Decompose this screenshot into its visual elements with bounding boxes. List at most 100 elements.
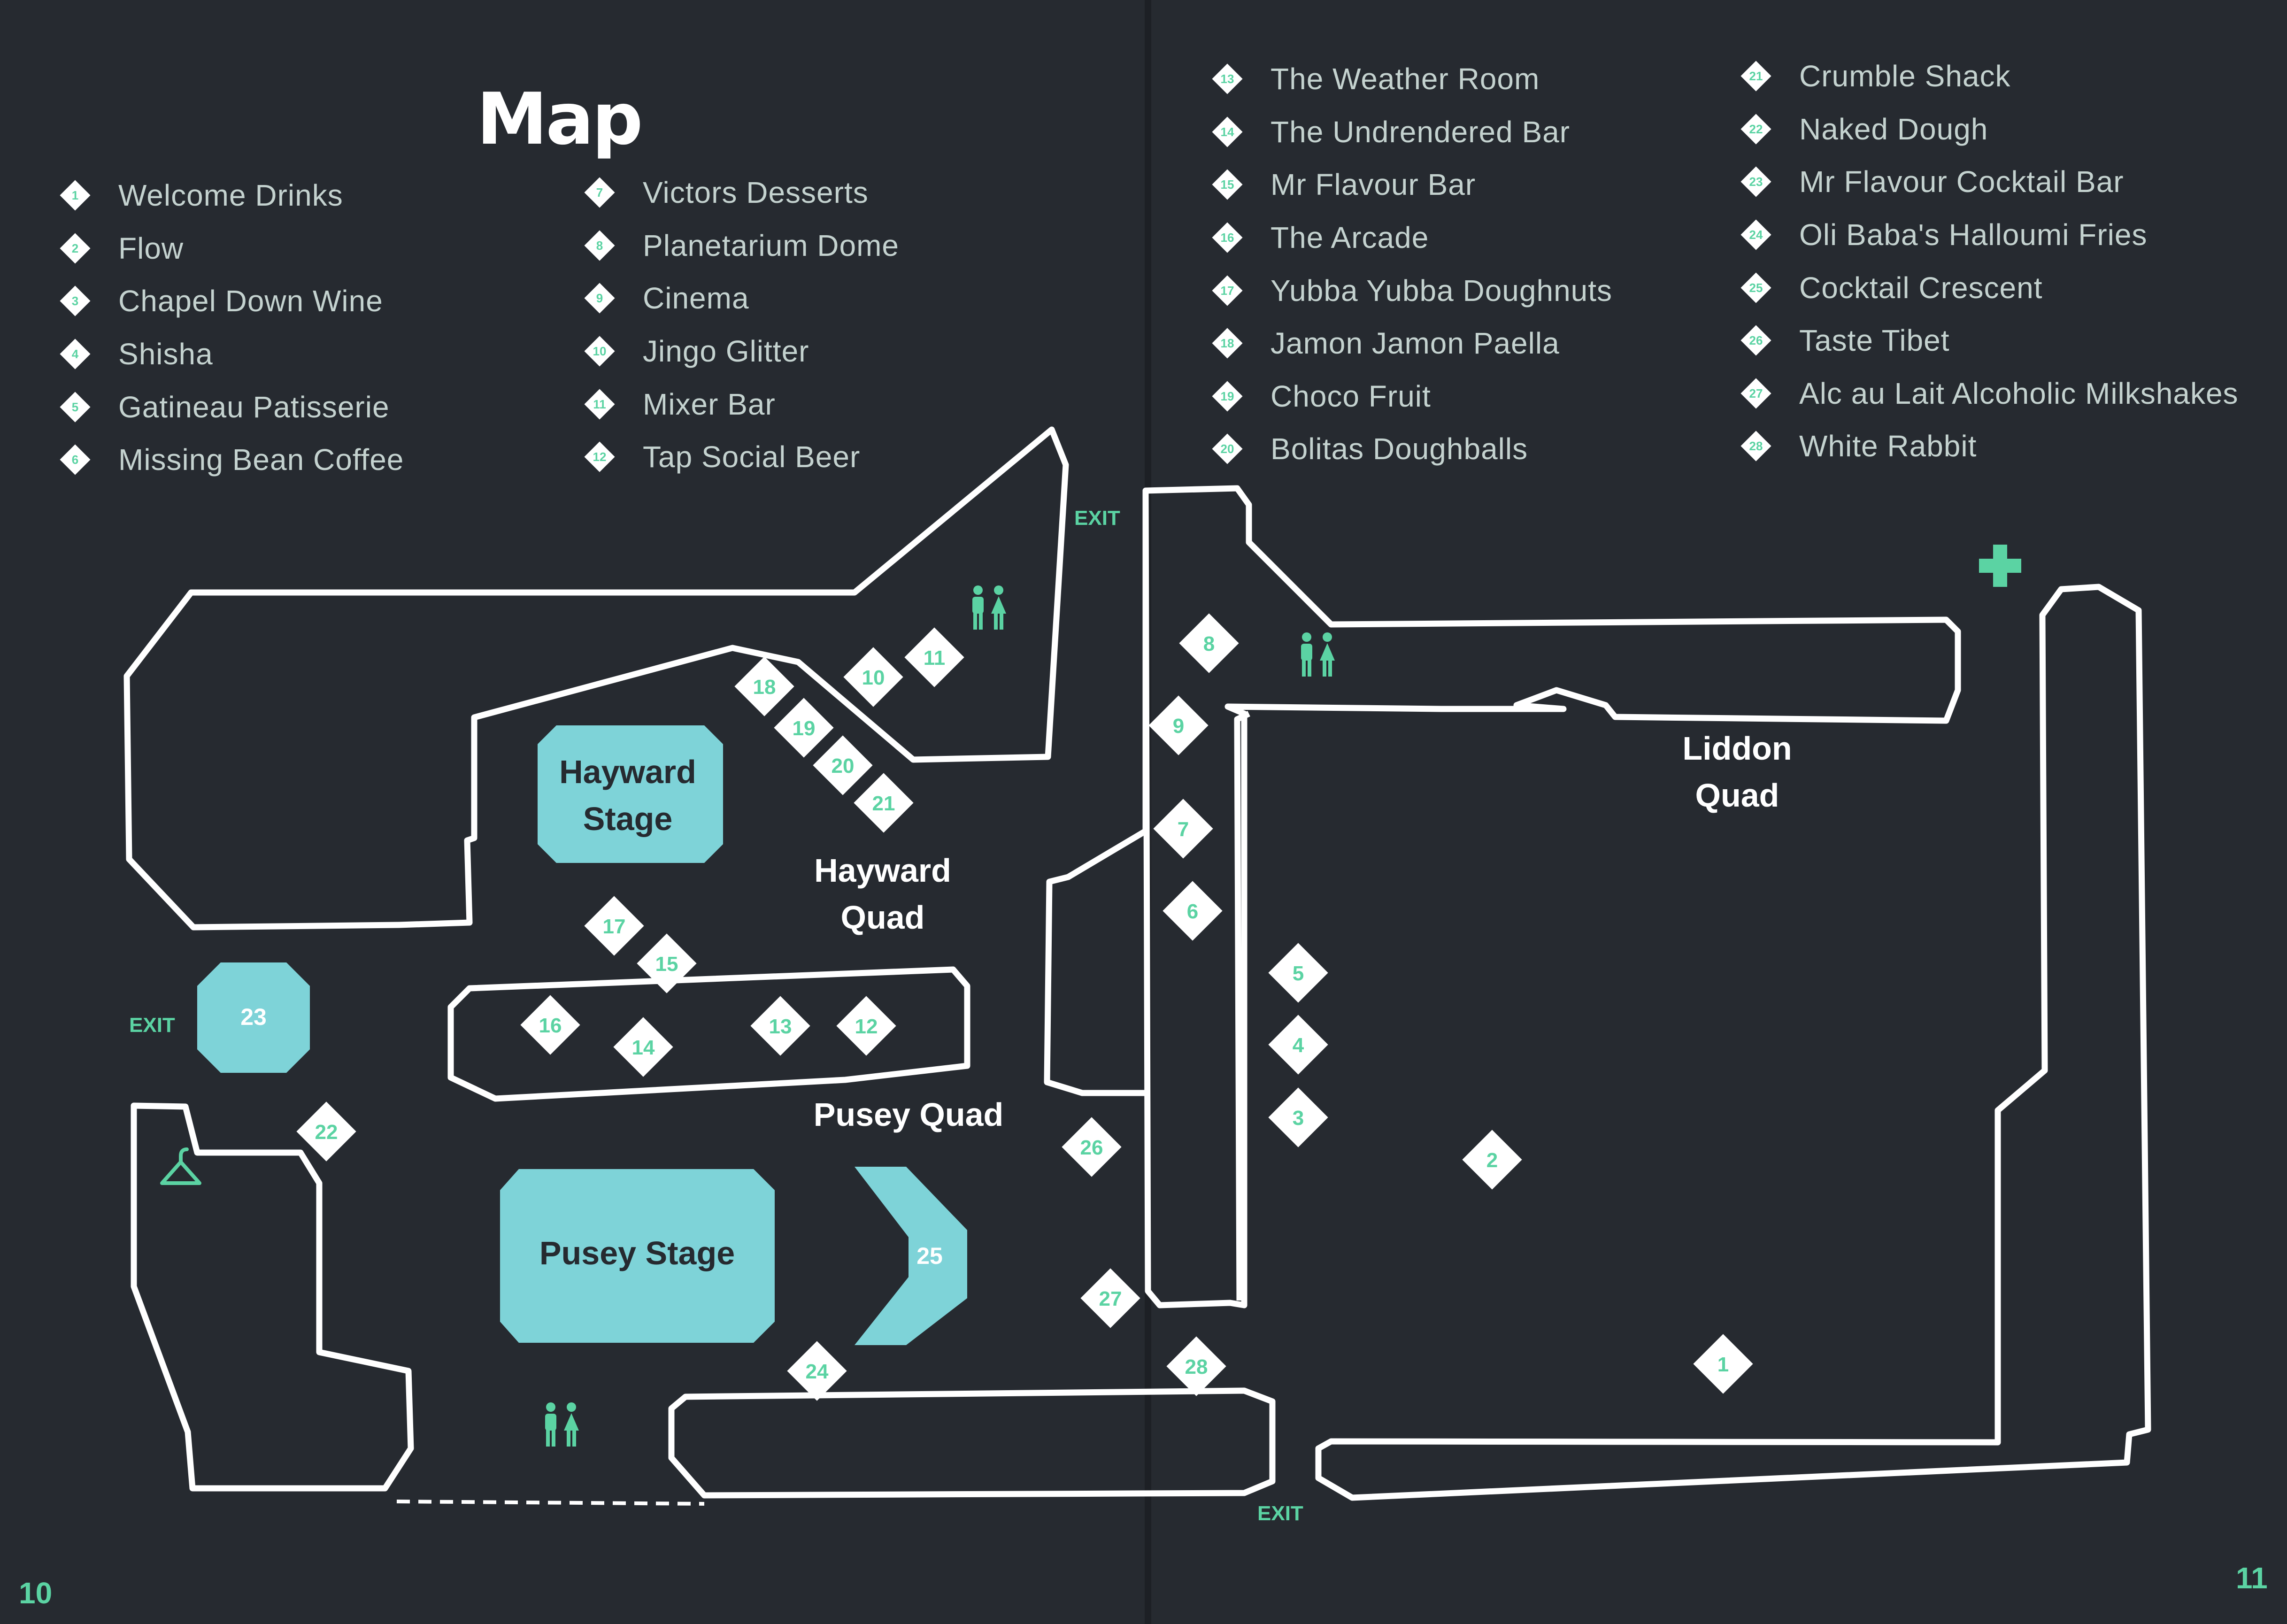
legend-number: 20 [1220, 442, 1234, 456]
stage-hayward-label-2: Stage [583, 800, 673, 837]
map-markers: 1234567891011121314151617181920212224262… [296, 613, 1753, 1401]
map-marker-diamond [1693, 1334, 1753, 1394]
legend-number: 28 [1749, 439, 1763, 454]
map-marker-number: 17 [603, 915, 626, 938]
legend-number-badge: 11 [584, 388, 616, 420]
map-marker-diamond [296, 1101, 356, 1162]
exit-labels: EXIT EXIT EXIT [129, 507, 1303, 1525]
map-marker-number: 26 [1080, 1136, 1103, 1159]
map-marker-diamond [1462, 1130, 1522, 1190]
legend-item: 14 The Undrendered Bar [1211, 106, 1612, 159]
legend-number: 14 [1220, 124, 1234, 139]
legend-number: 9 [596, 291, 603, 306]
legend-number-badge: 13 [1211, 63, 1243, 95]
map-marker-diamond [734, 656, 794, 716]
map-marker-diamond [904, 627, 964, 687]
legend-number-badge: 26 [1740, 324, 1772, 356]
legend-column: 21 Crumble Shack 22 Naked Dough 23 Mr Flavour… [1740, 50, 2239, 473]
pusey-quad-label: Pusey Quad [814, 1096, 1004, 1133]
map-marker-diamond [520, 995, 580, 1055]
exit-label: EXIT [129, 1014, 175, 1037]
exit-label: EXIT [1074, 507, 1120, 530]
legend-number: 4 [71, 347, 79, 362]
legend-number-badge: 12 [584, 441, 616, 473]
legend-label: Naked Dough [1799, 112, 1988, 146]
building-outline [668, 1387, 1276, 1499]
legend-item: 24 Oli Baba's Halloumi Fries [1740, 208, 2239, 262]
map-marker: 13 [750, 996, 810, 1056]
legend-number: 27 [1749, 386, 1763, 400]
map-marker: 20 [813, 735, 873, 795]
map-marker: 4 [1268, 1015, 1328, 1075]
map-marker: 15 [637, 933, 697, 993]
legend-number-badge: 23 [1740, 166, 1772, 198]
hayward-quad-label-1: Hayward [814, 852, 951, 889]
map-marker: 16 [520, 995, 580, 1055]
map-marker: 5 [1268, 943, 1328, 1003]
legend-label: Shisha [118, 337, 213, 371]
legend-label: White Rabbit [1799, 429, 1977, 463]
stage-25 [855, 1167, 967, 1345]
map-marker-number: 1 [1717, 1353, 1729, 1376]
map-marker-diamond [836, 996, 896, 1056]
legend-item: 1 Welcome Drinks [59, 169, 404, 222]
map-marker-number: 19 [793, 717, 816, 740]
exit-label: EXIT [1257, 1502, 1303, 1525]
legend-number: 8 [596, 238, 603, 253]
cloakroom-icon [160, 1147, 201, 1185]
legend-item: 12 Tap Social Beer [584, 431, 899, 484]
legend-item: 8 Planetarium Dome [584, 219, 899, 272]
legend-number: 10 [593, 344, 607, 359]
legend-item: 10 Jingo Glitter [584, 325, 899, 378]
legend-label: Gatineau Patisserie [118, 390, 390, 424]
map-marker-diamond [613, 1017, 673, 1077]
building-outline [1234, 711, 1250, 1301]
map-marker: 2 [1462, 1130, 1522, 1190]
map-marker-diamond [1080, 1268, 1140, 1328]
legend-number-badge: 28 [1740, 430, 1772, 462]
legend-label: Cinema [643, 281, 749, 316]
map-marker-diamond [584, 896, 644, 956]
legend-number: 12 [593, 450, 607, 464]
map-marker-diamond [1268, 943, 1328, 1003]
map-marker-number: 21 [872, 792, 895, 815]
legend-item: 25 Cocktail Crescent [1740, 261, 2239, 314]
legend-item: 17 Yubba Yubba Doughnuts [1211, 264, 1612, 317]
map-marker-number: 13 [769, 1015, 792, 1038]
legend-number-badge: 1 [59, 179, 91, 211]
legend-item: 26 Taste Tibet [1740, 314, 2239, 367]
legend-number-badge: 27 [1740, 377, 1772, 409]
quad-labels: Hayward Quad Pusey Quad Liddon Quad [814, 730, 1792, 1133]
legend-item: 16 The Arcade [1211, 211, 1612, 264]
legend-number: 25 [1749, 280, 1763, 295]
map-marker-number: 11 [924, 647, 946, 670]
legend-item: 11 Mixer Bar [584, 377, 899, 431]
page-title: Map [477, 77, 643, 161]
legend-number: 13 [1220, 72, 1234, 86]
stage-hayward-label-1: Hayward [559, 754, 696, 790]
legend-label: Yubba Yubba Doughnuts [1271, 273, 1613, 308]
legend-number-badge: 5 [59, 391, 91, 423]
legend-number-badge: 22 [1740, 113, 1772, 145]
map-marker-diamond [843, 647, 903, 707]
map-marker: 10 [843, 647, 903, 707]
map-marker-number: 28 [1185, 1355, 1208, 1378]
legend-number-badge: 3 [59, 285, 91, 317]
legend-number: 6 [71, 453, 79, 467]
building-outline [1142, 485, 1961, 1308]
legend-label: Welcome Drinks [118, 178, 343, 213]
legend-number-badge: 20 [1211, 433, 1243, 465]
map-marker: 1 [1693, 1334, 1753, 1394]
map-marker-number: 10 [862, 666, 885, 689]
legend-number-badge: 21 [1740, 60, 1772, 92]
map-marker-number: 4 [1293, 1034, 1304, 1057]
legend-number-badge: 19 [1211, 380, 1243, 412]
legend-column: 1 Welcome Drinks 2 Flow 3 Chapel Down Wine 4 Sh… [59, 169, 404, 486]
legend-number: 26 [1749, 333, 1763, 348]
map-marker-number: 7 [1178, 818, 1189, 841]
legend-label: Flow [118, 231, 184, 265]
map-marker-number: 20 [832, 754, 855, 777]
map-marker: 24 [787, 1341, 847, 1401]
legend-number: 21 [1749, 69, 1763, 84]
